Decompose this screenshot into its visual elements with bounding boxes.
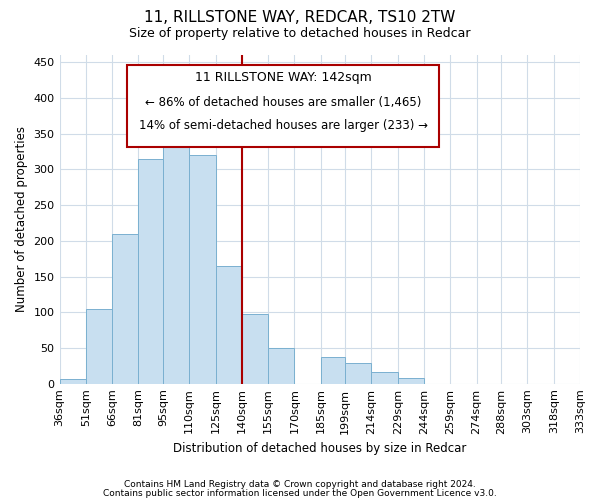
Y-axis label: Number of detached properties: Number of detached properties	[15, 126, 28, 312]
Bar	[163, 137, 189, 384]
Bar	[371, 372, 398, 384]
Bar	[189, 155, 215, 384]
Text: 11 RILLSTONE WAY: 142sqm: 11 RILLSTONE WAY: 142sqm	[195, 72, 372, 85]
X-axis label: Distribution of detached houses by size in Redcar: Distribution of detached houses by size …	[173, 442, 466, 455]
Bar	[242, 314, 268, 384]
Bar	[268, 348, 295, 384]
Bar	[86, 308, 112, 384]
Bar	[215, 266, 242, 384]
Bar	[59, 378, 86, 384]
FancyBboxPatch shape	[127, 65, 439, 147]
Text: Contains HM Land Registry data © Crown copyright and database right 2024.: Contains HM Land Registry data © Crown c…	[124, 480, 476, 489]
Bar	[320, 357, 345, 384]
Text: ← 86% of detached houses are smaller (1,465): ← 86% of detached houses are smaller (1,…	[145, 96, 422, 109]
Bar	[345, 363, 371, 384]
Text: 11, RILLSTONE WAY, REDCAR, TS10 2TW: 11, RILLSTONE WAY, REDCAR, TS10 2TW	[145, 10, 455, 25]
Bar	[112, 234, 139, 384]
Text: Contains public sector information licensed under the Open Government Licence v3: Contains public sector information licen…	[103, 490, 497, 498]
Bar	[398, 378, 424, 384]
Text: 14% of semi-detached houses are larger (233) →: 14% of semi-detached houses are larger (…	[139, 119, 428, 132]
Text: Size of property relative to detached houses in Redcar: Size of property relative to detached ho…	[129, 28, 471, 40]
Bar	[139, 158, 163, 384]
